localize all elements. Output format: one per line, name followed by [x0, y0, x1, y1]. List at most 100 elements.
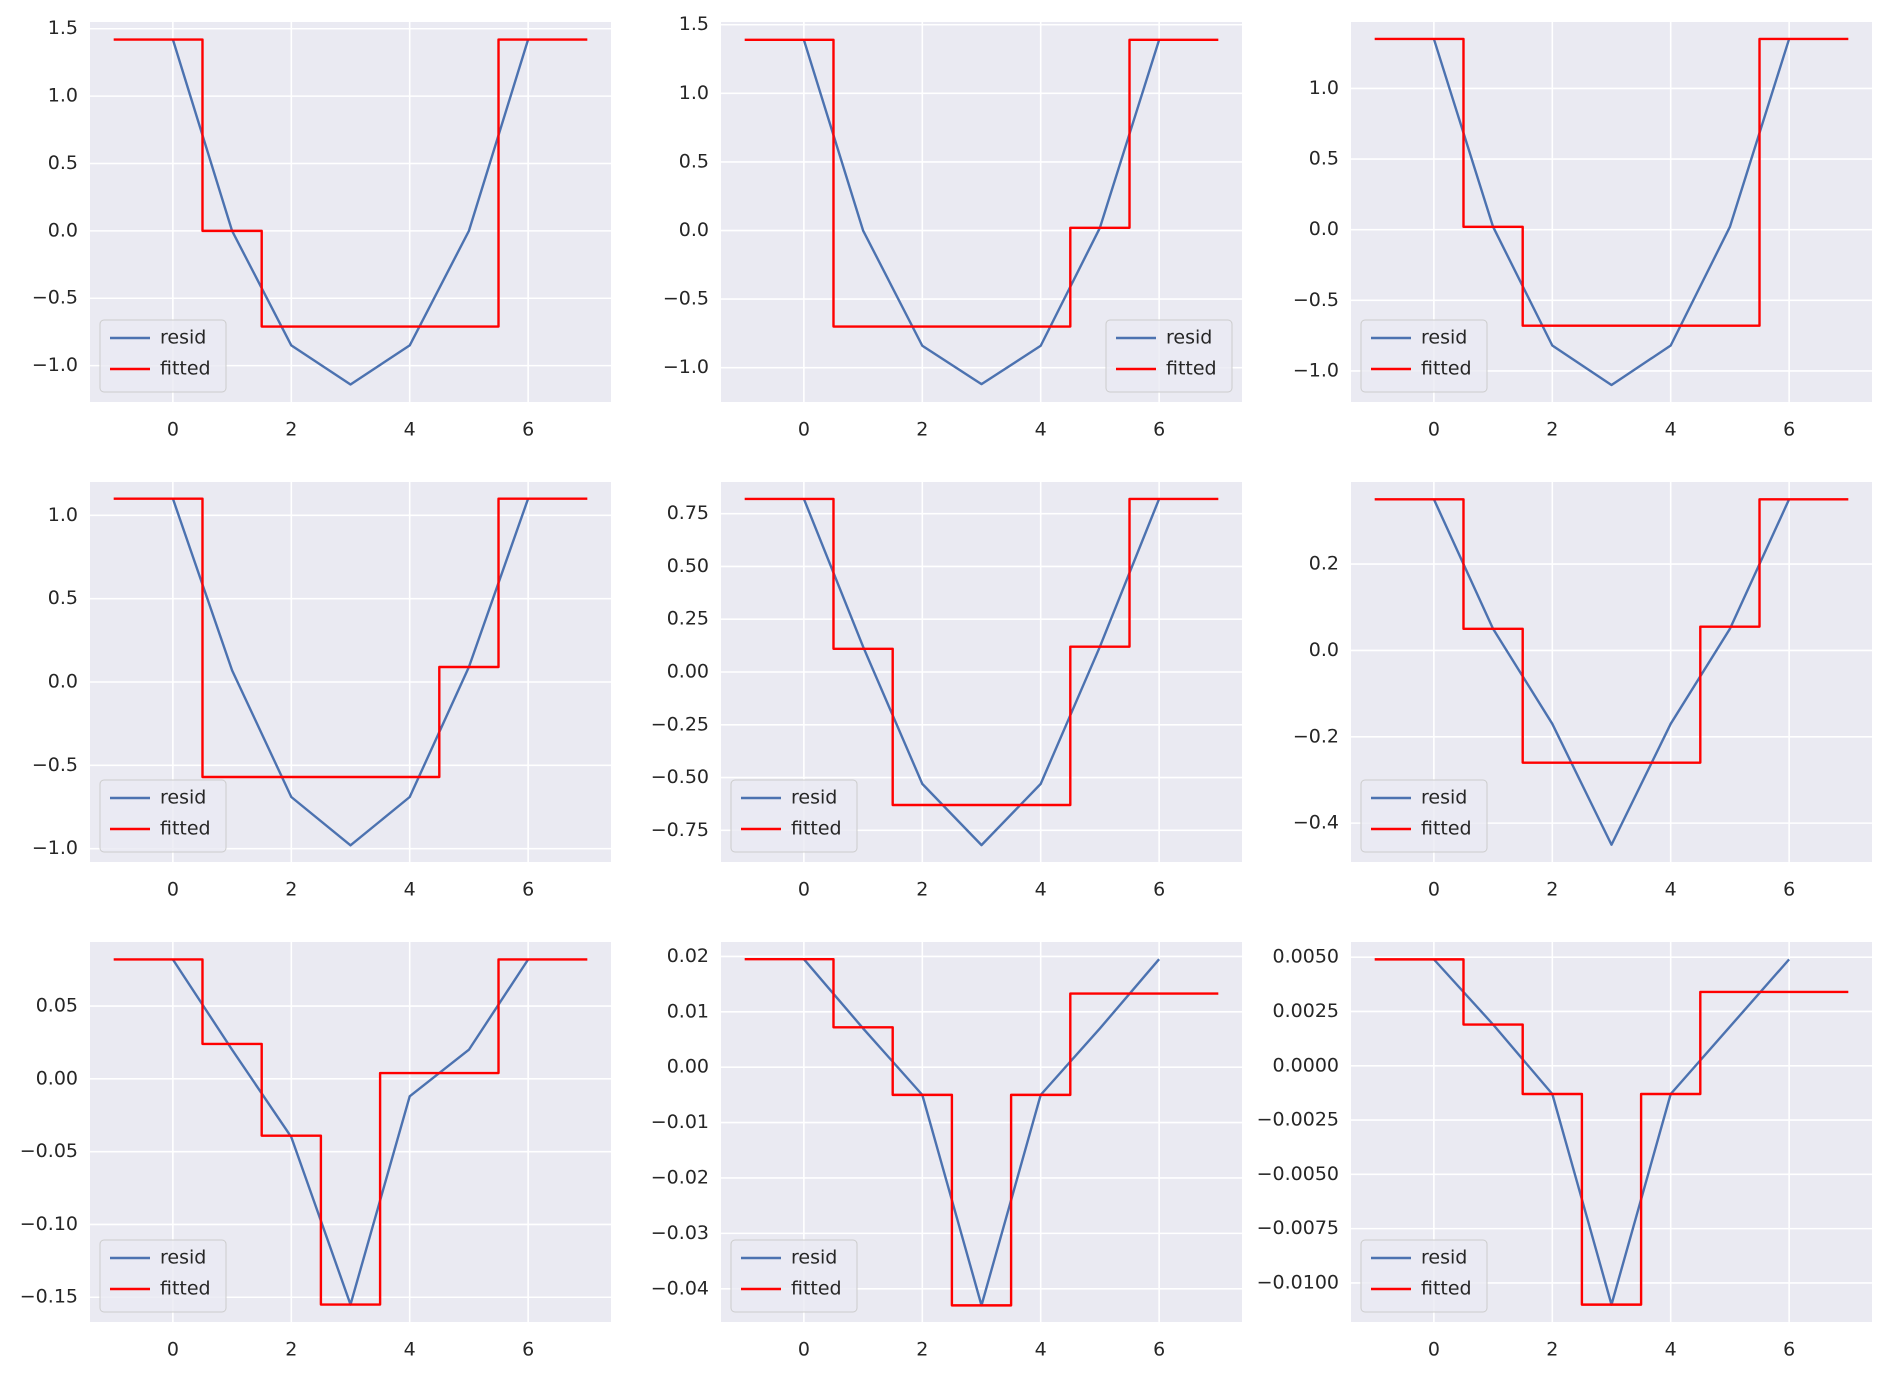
x-tick-label: 6	[522, 1339, 534, 1361]
legend: resid fitted	[730, 1239, 858, 1313]
legend: resid fitted	[1360, 779, 1488, 853]
y-tick-label: −0.75	[651, 819, 709, 841]
legend: resid fitted	[1105, 319, 1233, 393]
y-tick-label: 0.02	[667, 945, 709, 967]
y-tick-label: 0.50	[667, 555, 709, 577]
y-tick-label: 0.25	[667, 608, 709, 630]
x-tick-label: 0	[1428, 1339, 1440, 1361]
x-tick-label: 6	[522, 419, 534, 441]
y-tick-label: 0.5	[1309, 148, 1339, 170]
x-tick-label: 0	[798, 419, 810, 441]
x-tick-label: 4	[1035, 1339, 1047, 1361]
x-tick-label: 4	[1665, 1339, 1677, 1361]
y-tick-label: 0.5	[48, 587, 78, 609]
y-tick-label: 0.0	[48, 219, 78, 241]
y-tick-label: −1.0	[32, 837, 78, 859]
subplot: −0.15 −0.10 −0.05 0.00 0.05 0 2 4 6 resid fitted	[20, 942, 611, 1361]
legend-label: resid	[791, 787, 837, 809]
series-line	[113, 38, 588, 328]
series-line	[744, 497, 1219, 807]
series-line	[744, 957, 1219, 1307]
subplot: −0.0100 −0.0075 −0.0050 −0.0025 0.0000 0.0025…	[1257, 942, 1872, 1361]
legend-label: fitted	[791, 818, 842, 840]
y-tick-label: −1.0	[32, 354, 78, 376]
x-tick-label: 0	[167, 419, 179, 441]
x-tick-label: 4	[1035, 879, 1047, 901]
subplot: −1.0 −0.5 0.0 0.5 1.0 0 2 4 6 resid fitted	[1293, 22, 1872, 441]
x-tick-label: 6	[1153, 879, 1165, 901]
y-tick-label: 0.00	[36, 1067, 78, 1089]
legend: resid fitted	[1360, 319, 1488, 393]
legend-label: fitted	[160, 358, 211, 380]
subplot: −1.0 −0.5 0.0 0.5 1.0 0 2 4 6 resid fitted	[32, 482, 611, 901]
y-tick-label: 0.05	[36, 995, 78, 1017]
y-tick-label: 0.0050	[1273, 946, 1339, 968]
y-tick-label: −0.50	[651, 766, 709, 788]
y-tick-label: −0.05	[20, 1140, 78, 1162]
legend: resid fitted	[1360, 1239, 1488, 1313]
x-tick-label: 6	[1153, 1339, 1165, 1361]
x-tick-label: 6	[522, 879, 534, 901]
y-tick-label: −0.5	[663, 288, 709, 310]
x-tick-label: 0	[167, 879, 179, 901]
x-tick-label: 2	[285, 1339, 297, 1361]
y-tick-label: 0.5	[48, 152, 78, 174]
y-tick-label: −0.4	[1293, 812, 1339, 834]
y-tick-label: 1.0	[48, 85, 78, 107]
subplot: −1.0 −0.5 0.0 0.5 1.0 1.5 0 2 4 6 resid fitted	[663, 13, 1242, 441]
x-tick-label: 4	[404, 879, 416, 901]
x-tick-label: 2	[916, 419, 928, 441]
x-tick-label: 6	[1783, 419, 1795, 441]
series-line	[113, 958, 588, 1306]
x-tick-label: 2	[1546, 1339, 1558, 1361]
legend: resid fitted	[99, 1239, 227, 1313]
y-tick-label: −0.04	[651, 1277, 709, 1299]
x-tick-label: 6	[1153, 419, 1165, 441]
x-tick-label: 2	[285, 879, 297, 901]
legend-label: resid	[1421, 327, 1467, 349]
series-line	[113, 497, 588, 779]
y-tick-label: 0.0	[1309, 639, 1339, 661]
legend-label: fitted	[160, 818, 211, 840]
x-tick-label: 2	[916, 1339, 928, 1361]
legend-label: resid	[1421, 1247, 1467, 1269]
x-tick-label: 2	[916, 879, 928, 901]
y-tick-label: 0.0	[679, 219, 709, 241]
y-tick-label: 0.01	[667, 1000, 709, 1022]
legend-label: fitted	[1166, 358, 1217, 380]
x-tick-label: 4	[404, 1339, 416, 1361]
x-tick-label: 4	[1665, 419, 1677, 441]
series-line	[1374, 498, 1849, 764]
legend: resid fitted	[99, 319, 227, 393]
x-tick-label: 6	[1783, 1339, 1795, 1361]
y-tick-label: 1.5	[679, 13, 709, 35]
x-tick-label: 2	[285, 419, 297, 441]
y-tick-label: 1.0	[679, 82, 709, 104]
y-tick-label: −0.0050	[1257, 1163, 1339, 1185]
series-line	[744, 38, 1219, 328]
y-tick-label: −0.10	[20, 1213, 78, 1235]
y-tick-label: 0.0025	[1273, 1000, 1339, 1022]
y-tick-label: 0.75	[667, 502, 709, 524]
subplot: −0.75 −0.50 −0.25 0.00 0.25 0.50 0.75 0 2 4 6 resid…	[651, 482, 1242, 901]
x-tick-label: 0	[1428, 879, 1440, 901]
y-tick-label: 0.00	[667, 1056, 709, 1078]
x-tick-label: 4	[404, 419, 416, 441]
x-tick-label: 2	[1546, 879, 1558, 901]
legend: resid fitted	[99, 779, 227, 853]
y-tick-label: −0.0075	[1257, 1217, 1339, 1239]
subplot: −0.4 −0.2 0.0 0.2 0 2 4 6 resid fitted	[1293, 482, 1872, 901]
y-tick-label: −0.02	[651, 1166, 709, 1188]
y-tick-label: 0.00	[667, 661, 709, 683]
y-tick-label: −0.2	[1293, 725, 1339, 747]
series-line	[1374, 37, 1849, 327]
x-tick-label: 0	[167, 1339, 179, 1361]
legend-label: resid	[160, 1247, 206, 1269]
subplot: −1.0 −0.5 0.0 0.5 1.0 1.5 0 2 4 6 resid fitted	[32, 17, 611, 441]
legend-label: resid	[1166, 327, 1212, 349]
y-tick-label: 1.0	[48, 504, 78, 526]
legend-label: resid	[160, 787, 206, 809]
y-tick-label: 0.2	[1309, 553, 1339, 575]
x-tick-label: 2	[1546, 419, 1558, 441]
